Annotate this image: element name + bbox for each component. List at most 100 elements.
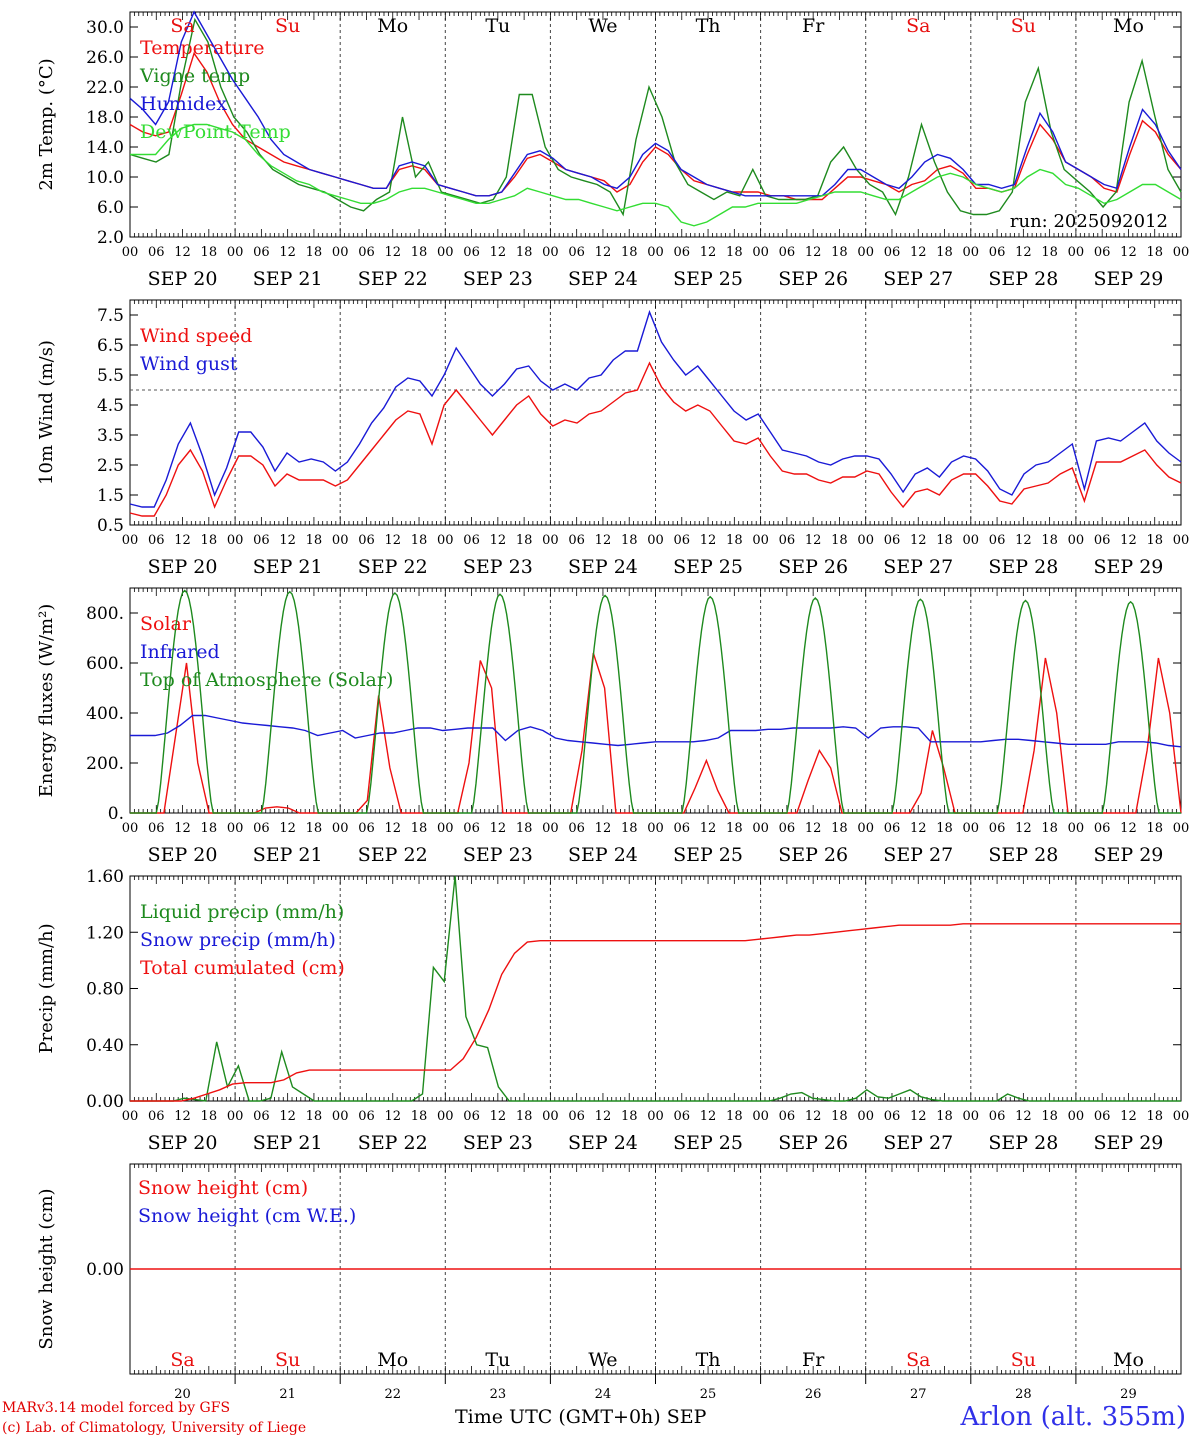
y-axis-label: Snow height (cm) [36,1188,57,1349]
hour-label: 12 [700,1109,717,1124]
legend-entry: Temperature [140,37,264,59]
bottom-date-number: 26 [805,1387,822,1402]
hour-label: 12 [490,245,507,260]
date-label: SEP 22 [358,844,428,866]
y-tick-label: 0. [108,804,124,824]
hour-label: 06 [358,821,375,836]
hour-label: 00 [1173,821,1190,836]
bottom-date-number: 23 [490,1387,507,1402]
y-tick-label: 18.0 [86,108,124,128]
legend-entry: Humidex [140,93,227,115]
y-tick-label: 800. [86,604,124,624]
hour-label: 18 [411,533,428,548]
series-line [130,589,1181,814]
y-tick-label: 0.5 [97,516,124,536]
hour-label: 12 [805,533,822,548]
date-label: SEP 29 [1094,1132,1164,1154]
hour-label: 12 [1015,533,1032,548]
hour-label: 12 [595,533,612,548]
day-of-week-top: Mo [377,15,408,37]
y-tick-label: 1.20 [86,923,124,943]
date-label: SEP 23 [463,556,533,578]
hour-label: 18 [831,245,848,260]
series-line [130,875,1181,1102]
day-of-week-bottom: Tu [485,1349,510,1371]
hour-label: 00 [963,1109,980,1124]
date-label: SEP 26 [778,556,848,578]
hour-label: 18 [621,533,638,548]
hour-label: 18 [726,821,743,836]
hour-label: 06 [253,821,270,836]
date-label: SEP 28 [988,556,1058,578]
hour-label: 18 [516,245,533,260]
hour-label: 06 [1094,821,1111,836]
hour-label: 12 [1015,821,1032,836]
y-tick-label: 14.0 [86,138,124,158]
chart-panel-3: 0. 200. 400. 600. 800. Energy fluxes (W/m²) So… [36,587,1190,866]
date-label: SEP 24 [568,844,638,866]
hour-label: 12 [174,533,191,548]
hour-label: 06 [884,245,901,260]
hour-label: 18 [411,245,428,260]
date-label: SEP 24 [568,556,638,578]
y-tick-label: 600. [86,654,124,674]
day-of-week-bottom: Su [1011,1349,1036,1371]
y-tick-label: 0.00 [86,1260,124,1280]
hour-label: 18 [1041,533,1058,548]
hour-label: 18 [936,821,953,836]
legend-entry: Total cumulated (cm) [140,957,345,979]
series-line [129,10,1182,197]
x-axis-month: SEP [666,1406,707,1428]
hour-label: 18 [201,245,218,260]
hour-label: 12 [910,533,927,548]
hour-label: 00 [332,245,349,260]
hour-label: 18 [831,821,848,836]
hour-label: 12 [384,1109,401,1124]
hour-label: 06 [358,245,375,260]
day-of-week-bottom: Mo [377,1349,408,1371]
hour-label: 06 [568,533,585,548]
hour-label: 00 [647,821,664,836]
hour-label: 00 [437,245,454,260]
day-of-week-bottom: Mo [1113,1349,1144,1371]
y-tick-label: 0.40 [86,1036,124,1056]
hour-label: 12 [595,821,612,836]
day-of-week-top: Tu [485,15,510,37]
hour-label: 12 [279,533,296,548]
hour-label: 06 [148,1109,165,1124]
hour-label: 12 [595,1109,612,1124]
hour-label: 18 [1041,245,1058,260]
hour-label: 06 [884,1109,901,1124]
hour-label: 06 [568,245,585,260]
series-line [129,17,1182,217]
hour-label: 06 [148,245,165,260]
hour-label: 00 [332,821,349,836]
day-of-week-bottom: Fr [802,1349,825,1371]
hour-label: 12 [174,821,191,836]
hour-label: 06 [1094,1109,1111,1124]
y-tick-label: 2.0 [97,228,124,248]
hour-label: 00 [1068,533,1085,548]
hour-label: 06 [568,1109,585,1124]
legend-entry: Snow height (cm W.E.) [138,1205,356,1227]
y-tick-label: 5.5 [97,366,124,386]
legend-entry: Top of Atmosphere (Solar) [140,669,393,691]
hour-label: 00 [647,245,664,260]
legend-entry: Snow height (cm) [138,1177,308,1199]
hour-label: 00 [1068,245,1085,260]
hour-label: 00 [437,821,454,836]
hour-label: 12 [490,533,507,548]
hour-label: 00 [122,821,139,836]
hour-label: 00 [1068,1109,1085,1124]
hour-label: 12 [805,245,822,260]
y-tick-label: 22.0 [86,78,124,98]
date-label: SEP 21 [253,268,323,290]
hour-label: 00 [857,1109,874,1124]
hour-label: 00 [542,245,559,260]
hour-label: 00 [542,533,559,548]
y-tick-label: 4.5 [97,396,124,416]
hour-label: 18 [936,1109,953,1124]
hour-label: 00 [647,533,664,548]
hour-label: 12 [805,821,822,836]
hour-label: 00 [542,821,559,836]
